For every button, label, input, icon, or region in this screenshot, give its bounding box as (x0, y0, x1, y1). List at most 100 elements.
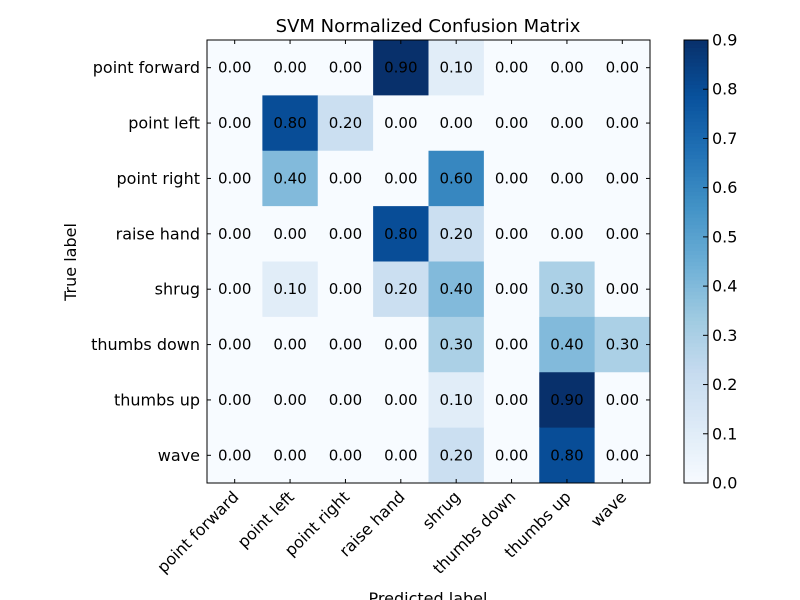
cell-value-label: 0.00 (606, 280, 639, 298)
colorbar-segment (684, 460, 708, 466)
heatmap-cell (373, 206, 429, 262)
cell-value-label: 0.20 (384, 280, 417, 298)
colorbar-segment (684, 43, 708, 48)
heatmap-cell (207, 40, 263, 96)
cell-value-label: 0.00 (273, 391, 306, 409)
colorbar-tick-label: 0.3 (712, 326, 737, 345)
y-tick-label: point right (117, 169, 200, 188)
cell-value-label: 0.40 (439, 280, 472, 298)
colorbar-tick-label: 0.7 (712, 129, 737, 148)
cell-value-label: 0.80 (550, 446, 583, 464)
colorbar-segment (684, 409, 708, 414)
colorbar-segment (684, 449, 708, 455)
heatmap-cell (373, 316, 429, 373)
cell-value-label: 0.00 (384, 169, 417, 187)
colorbar-segment (684, 209, 708, 215)
colorbar-segment (684, 457, 708, 462)
cell-value-label: 0.00 (495, 114, 528, 132)
cell-value-label: 0.10 (439, 59, 472, 77)
cell-value-label: 0.00 (439, 114, 472, 132)
colorbar-segment (684, 276, 708, 281)
heatmap-cell (262, 40, 319, 96)
heatmap-cell (594, 150, 651, 207)
x-tick-label: wave (587, 487, 630, 530)
heatmap-cell (373, 261, 429, 318)
colorbar-frame (683, 39, 709, 484)
colorbar-segment (684, 161, 708, 167)
cell-value-label: 0.00 (218, 280, 251, 298)
colorbar-segment (684, 368, 708, 373)
colorbar-segment (684, 139, 708, 144)
cell-value-label: 0.80 (273, 114, 306, 132)
colorbar-segment (684, 431, 708, 436)
heatmap-cell (373, 95, 429, 152)
colorbar-segment (684, 350, 708, 355)
heatmap-cell-labels: 0.00 0.00 0.00 0.90 0.10 0.00 0.00 0.00 0.00 0.80… (218, 59, 639, 465)
cell-value-label: 0.20 (439, 446, 472, 464)
cell-value-label: 0.00 (384, 391, 417, 409)
heatmap-cell (483, 206, 540, 262)
colorbar-segment (684, 438, 708, 443)
cell-value-label: 0.00 (495, 446, 528, 464)
heatmap-cell (317, 40, 374, 96)
heatmap-cell (373, 372, 429, 429)
heatmap-cell (483, 316, 540, 373)
heatmap-cell (207, 150, 263, 207)
heatmap-cell (262, 316, 319, 373)
cell-value-label: 0.00 (218, 169, 251, 187)
colorbar-segment (684, 320, 708, 325)
colorbar-segment (684, 364, 708, 370)
colorbar-segment (684, 272, 708, 277)
colorbar-segment (684, 446, 708, 451)
colorbar-segment (684, 147, 708, 152)
heatmap-cell (317, 316, 374, 373)
colorbar-segment (684, 257, 708, 263)
heatmap-cell (594, 427, 651, 484)
colorbar-segment (684, 261, 708, 266)
colorbar-segment (684, 172, 708, 178)
colorbar-segment (684, 383, 708, 388)
cell-value-label: 0.00 (606, 59, 639, 77)
colorbar-segment (684, 224, 708, 229)
colorbar-segment (684, 246, 708, 252)
cell-value-label: 0.40 (550, 336, 583, 354)
colorbar-segment (684, 294, 708, 300)
colorbar-segment (684, 91, 708, 96)
heatmap-cell (262, 95, 319, 152)
colorbar-segment (684, 180, 708, 185)
colorbar-segment (684, 47, 708, 52)
colorbar-segment (684, 113, 708, 119)
y-axis-ticks: point forward point left point right raise … (91, 58, 650, 465)
colorbar-segment (684, 165, 708, 170)
heatmap-cell (428, 40, 485, 96)
cell-value-label: 0.20 (439, 225, 472, 243)
cell-value-label: 0.00 (329, 391, 362, 409)
heatmap-cell (207, 95, 263, 152)
colorbar-segment (684, 235, 708, 240)
heatmap-cell (317, 427, 374, 484)
colorbar-segment (684, 51, 708, 56)
colorbar-segment (684, 143, 708, 148)
cell-value-label: 0.00 (218, 391, 251, 409)
cell-value-label: 0.00 (495, 59, 528, 77)
heatmap-cell (483, 372, 540, 429)
colorbar-segment (684, 353, 708, 359)
heatmap-cell (373, 150, 429, 207)
colorbar-segment (684, 73, 708, 78)
heatmap-cell (483, 261, 540, 318)
colorbar-segment (684, 117, 708, 122)
colorbar-segment (684, 416, 708, 421)
colorbar-segment (684, 287, 708, 292)
colorbar-segment (684, 58, 708, 63)
colorbar-segment (684, 217, 708, 222)
colorbar-segment (684, 54, 708, 60)
colorbar-gradient (684, 40, 708, 484)
y-tick-label: point left (128, 114, 200, 133)
colorbar-segment (684, 313, 708, 318)
colorbar-segment (684, 265, 708, 270)
colorbar-segment (684, 479, 708, 484)
cell-value-label: 0.00 (273, 446, 306, 464)
colorbar-tick-label: 0.5 (712, 227, 737, 246)
colorbar-segment (684, 191, 708, 196)
